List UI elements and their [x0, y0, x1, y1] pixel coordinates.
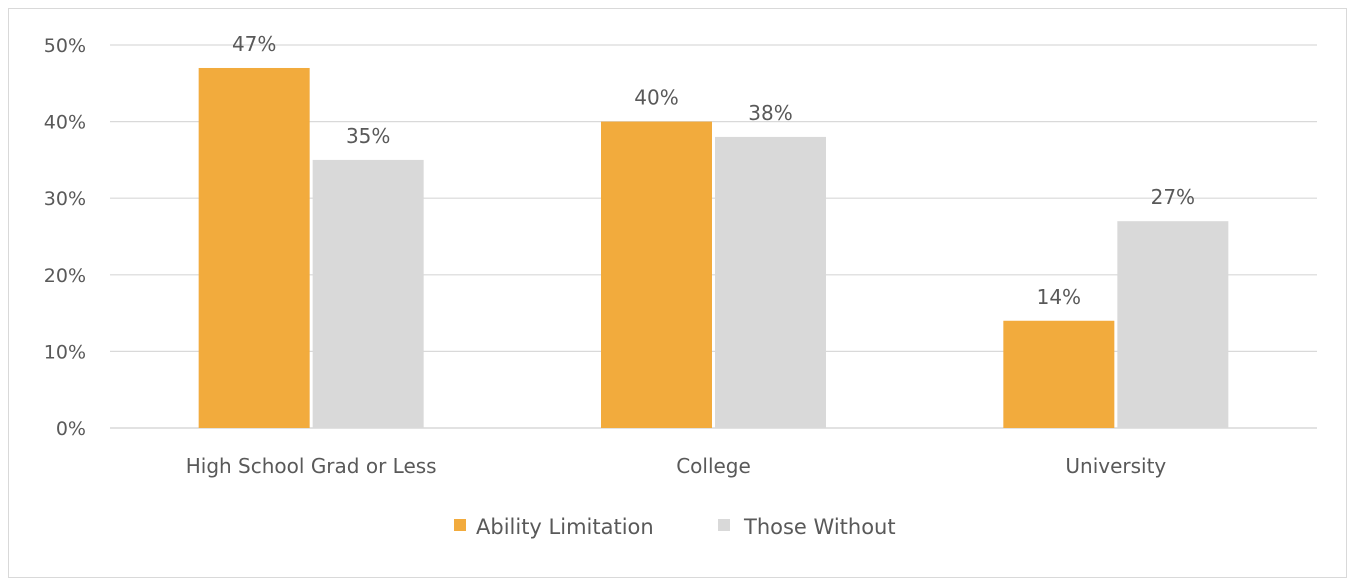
bar-ability-limitation-college [601, 121, 712, 428]
data-label-those-without-college: 38% [748, 101, 792, 125]
legend-label-ability-limitation: Ability Limitation [476, 515, 654, 539]
y-tick-label: 0% [56, 418, 86, 440]
y-tick-label: 20% [44, 265, 86, 287]
y-tick-label: 10% [44, 341, 86, 363]
x-axis-category-labels: High School Grad or Less College Universit… [186, 454, 1167, 478]
data-label-those-without-university: 27% [1151, 185, 1195, 209]
y-tick-label: 30% [44, 188, 86, 210]
data-labels: 47% 35% 40% 38% 14% 27% [232, 32, 1195, 309]
legend-swatch-those-without [718, 519, 730, 531]
bar-ability-limitation-university [1003, 320, 1115, 428]
x-category-label-university: University [1065, 454, 1166, 478]
bars [198, 67, 1229, 429]
bar-those-without-university [1117, 221, 1229, 428]
bar-ability-limitation-high-school-grad-or-less [198, 67, 310, 428]
x-category-label-high-school-grad-or-less: High School Grad or Less [186, 454, 437, 478]
y-tick-label: 50% [44, 35, 86, 57]
data-label-those-without-high-school-grad-or-less: 35% [346, 124, 390, 148]
legend: Ability Limitation Those Without [454, 515, 896, 539]
legend-label-those-without: Those Without [743, 515, 896, 539]
gridlines [110, 44, 1317, 429]
data-label-ability-limitation-high-school-grad-or-less: 47% [232, 32, 276, 56]
legend-swatch-ability-limitation [454, 519, 466, 531]
data-label-ability-limitation-college: 40% [634, 86, 678, 110]
y-tick-label: 40% [44, 112, 86, 134]
y-axis-tick-labels: 0% 10% 20% 30% 40% 50% [44, 35, 86, 440]
x-category-label-college: College [676, 454, 751, 478]
bar-those-without-high-school-grad-or-less [312, 159, 424, 428]
data-label-ability-limitation-university: 14% [1037, 285, 1081, 309]
bar-those-without-college [715, 136, 826, 429]
